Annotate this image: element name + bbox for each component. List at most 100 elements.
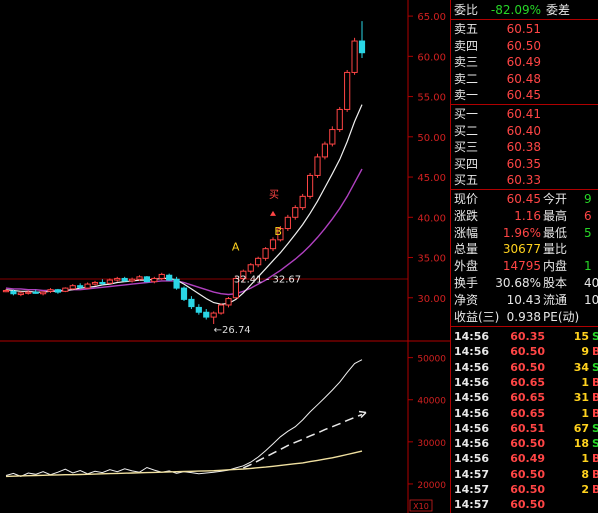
tick-row[interactable]: 14:57 60.50 8B	[451, 467, 598, 482]
tick-volume: 2	[581, 483, 589, 496]
candle-body[interactable]	[121, 277, 128, 282]
candle-body[interactable]	[99, 281, 106, 285]
bid-row[interactable]: 买二 60.40	[451, 123, 598, 139]
candle-body[interactable]	[69, 285, 76, 290]
candle-body[interactable]	[336, 108, 343, 131]
candle-body[interactable]	[255, 257, 262, 266]
candle-body[interactable]	[180, 287, 188, 300]
candle-body[interactable]	[351, 40, 358, 73]
candle-body[interactable]	[106, 279, 113, 284]
candle-body[interactable]	[91, 281, 99, 285]
tick-row[interactable]: 14:56 60.65 31B	[451, 390, 598, 405]
candle-body[interactable]	[47, 289, 54, 292]
kline-chart[interactable]: 65.00 60.00 55.00 50.00 45.00 40.00 35.00 30.00…	[0, 0, 450, 513]
tick-volume: 15	[573, 330, 589, 343]
candle-body[interactable]	[188, 298, 195, 308]
ask-row[interactable]: 卖三 60.49	[451, 54, 598, 70]
tick-side: B	[592, 482, 598, 497]
tick-side: S	[592, 436, 598, 451]
candle-body[interactable]	[292, 207, 299, 218]
candle-body[interactable]	[77, 285, 84, 288]
candle-body[interactable]	[277, 228, 284, 241]
bid-row[interactable]: 买四 60.35	[451, 156, 598, 172]
candle-body[interactable]	[217, 304, 225, 314]
candle-body[interactable]	[306, 174, 314, 197]
candle-body[interactable]	[54, 289, 62, 293]
chart-panel[interactable]: 65.00 60.00 55.00 50.00 45.00 40.00 35.00 30.00…	[0, 0, 450, 513]
candle-body[interactable]	[32, 291, 39, 294]
price-tick-label: 50.00	[417, 133, 446, 144]
ask-row[interactable]: 卖四 60.50	[451, 38, 598, 54]
candle-body[interactable]	[136, 276, 143, 280]
tick-row[interactable]: 14:56 60.35 15S	[451, 329, 598, 344]
candle-body[interactable]	[329, 129, 336, 145]
stat-value: 30.68%	[495, 276, 541, 290]
tick-row[interactable]: 14:56 60.65 1B	[451, 406, 598, 421]
candle-body[interactable]	[2, 290, 10, 293]
candle-body[interactable]	[262, 248, 269, 259]
tick-row[interactable]: 14:56 60.50 18S	[451, 436, 598, 451]
tick-row[interactable]: 14:57 60.50 2B	[451, 482, 598, 497]
volume-tick-label: 30000	[417, 439, 446, 449]
stat-row: 涨跌 1.16 最高 6	[451, 208, 598, 224]
stat-label-2: 最低	[543, 225, 568, 240]
ask-label: 卖四	[454, 38, 479, 53]
candle-body[interactable]	[358, 40, 366, 54]
candle-body[interactable]	[166, 274, 173, 281]
price-tick-label: 35.00	[417, 254, 446, 265]
candle-body[interactable]	[299, 195, 306, 209]
low-label: ←26.74	[214, 325, 251, 336]
tick-row[interactable]: 14:57 60.50	[451, 497, 598, 512]
candle-body[interactable]	[344, 71, 351, 110]
candle-body[interactable]	[195, 306, 202, 313]
tick-row[interactable]: 14:56 60.50 9B	[451, 344, 598, 359]
bid-row[interactable]: 买一 60.41	[451, 106, 598, 122]
bid-row[interactable]: 买五 60.33	[451, 172, 598, 188]
candle-body[interactable]	[203, 311, 210, 318]
candle-body[interactable]	[284, 216, 291, 230]
candle-body[interactable]	[247, 264, 254, 272]
ask-row[interactable]: 卖二 60.48	[451, 71, 598, 87]
candle-body[interactable]	[314, 156, 321, 176]
stat-label: 涨跌	[454, 208, 479, 223]
tick-row[interactable]: 14:56 60.50 34S	[451, 360, 598, 375]
range-label: 32.41 - 32.67	[234, 275, 301, 286]
stat-value: 0.938	[506, 309, 541, 324]
tick-price: 60.51	[510, 421, 545, 435]
candle-body[interactable]	[269, 239, 277, 250]
point-b-label: B	[274, 225, 282, 238]
candle-body[interactable]	[232, 277, 240, 299]
candle-body[interactable]	[321, 143, 329, 158]
tick-side: S	[592, 421, 598, 436]
candle-body[interactable]	[240, 270, 247, 279]
stat-value-2: 9	[584, 192, 592, 206]
candle-body[interactable]	[173, 278, 180, 289]
stat-label-2: 今开	[543, 192, 568, 206]
tick-volume: 9	[581, 345, 589, 359]
candle-body[interactable]	[17, 292, 24, 296]
candle-body[interactable]	[25, 291, 32, 294]
tick-row[interactable]: 14:56 60.49 1B	[451, 451, 598, 466]
ask-row[interactable]: 卖一 60.45	[451, 87, 598, 103]
price-tick-label: 65.00	[417, 12, 446, 23]
candle-body[interactable]	[158, 273, 165, 279]
ask-row[interactable]: 卖五 60.51	[451, 21, 598, 37]
candle-body[interactable]	[84, 283, 91, 289]
candle-body[interactable]	[225, 298, 232, 306]
candle-body[interactable]	[62, 287, 69, 292]
candle-body[interactable]	[128, 278, 136, 282]
weibi-value: -82.09%	[490, 3, 541, 17]
bid-label: 买三	[454, 140, 479, 154]
tick-time: 14:57	[454, 483, 490, 496]
candle-body[interactable]	[210, 312, 217, 318]
candle-body[interactable]	[39, 291, 47, 295]
candle-body[interactable]	[114, 277, 121, 281]
candle-body[interactable]	[151, 277, 158, 283]
tick-row[interactable]: 14:56 60.51 67S	[451, 421, 598, 436]
bid-row[interactable]: 买三 60.38	[451, 139, 598, 155]
divider	[451, 326, 598, 327]
buy-signal-icon	[270, 210, 276, 216]
candle-body[interactable]	[10, 290, 17, 295]
tick-row[interactable]: 14:56 60.65 1B	[451, 375, 598, 390]
candle-body[interactable]	[143, 276, 151, 283]
